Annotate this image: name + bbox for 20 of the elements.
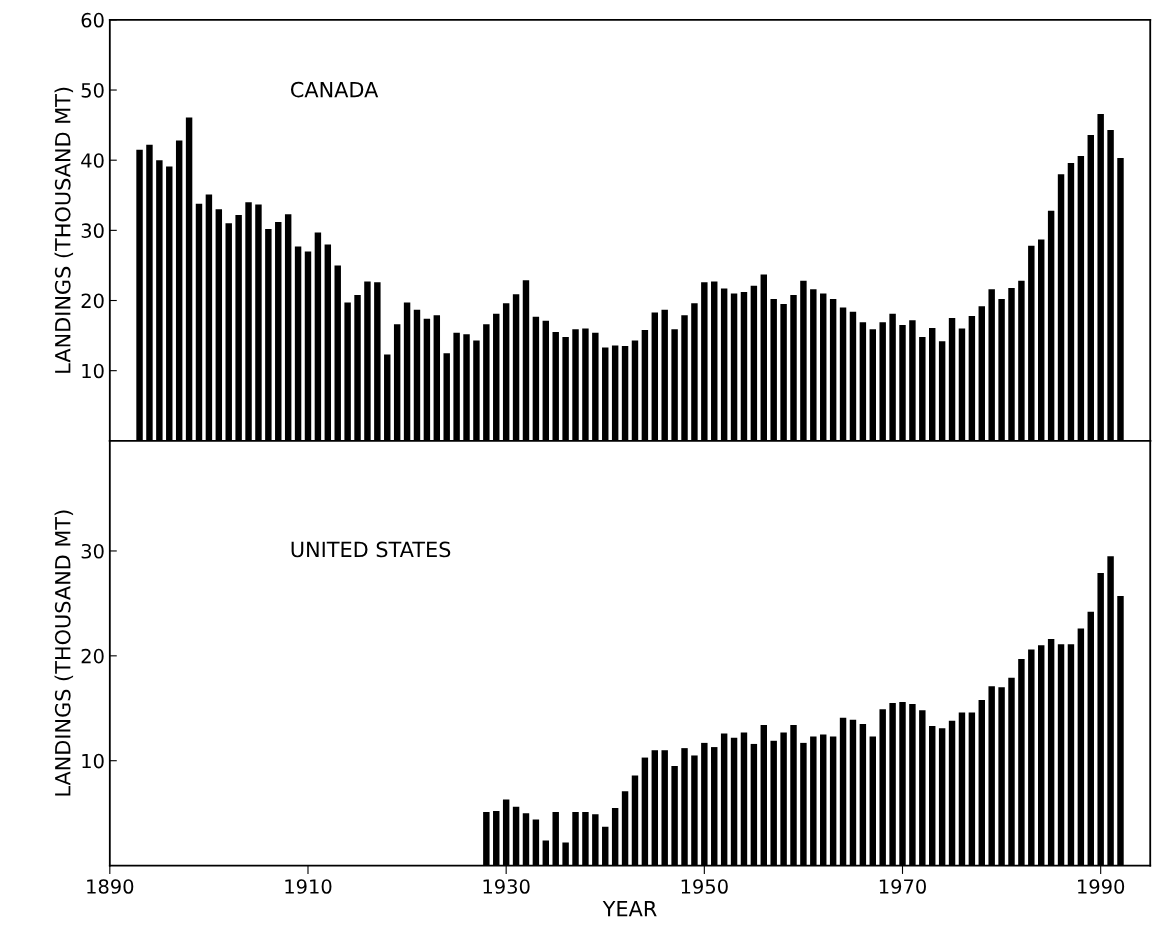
annotation: UNITED STATES bbox=[291, 541, 451, 558]
y-tick-label: 50 bbox=[81, 82, 104, 98]
x-tick-label: 1910 bbox=[285, 879, 332, 894]
y-axis-title: LANDINGS (THOUSAND MT) bbox=[54, 87, 74, 373]
x-tick-label: 1930 bbox=[483, 879, 530, 894]
x-tick-label: 1990 bbox=[1078, 879, 1125, 894]
y-tick-label: 20 bbox=[81, 648, 104, 664]
y-tick-label: 10 bbox=[82, 753, 104, 769]
x-tick-label: 1890 bbox=[87, 879, 134, 894]
x-tick-label: 1970 bbox=[879, 879, 926, 894]
y-tick-label: 30 bbox=[81, 223, 104, 239]
y-axis-title: LANDINGS (THOUSAND MT) bbox=[54, 510, 74, 796]
y-tick-label: 10 bbox=[82, 363, 104, 379]
y-tick-label: 20 bbox=[81, 293, 104, 309]
y-tick-label: 30 bbox=[81, 543, 104, 559]
x-axis-title: YEAR bbox=[602, 901, 657, 917]
annotation: CANADA bbox=[290, 81, 379, 98]
x-tick-label: 1950 bbox=[681, 879, 728, 894]
y-tick-label: 40 bbox=[81, 153, 104, 168]
y-tick-label: 60 bbox=[81, 12, 104, 28]
